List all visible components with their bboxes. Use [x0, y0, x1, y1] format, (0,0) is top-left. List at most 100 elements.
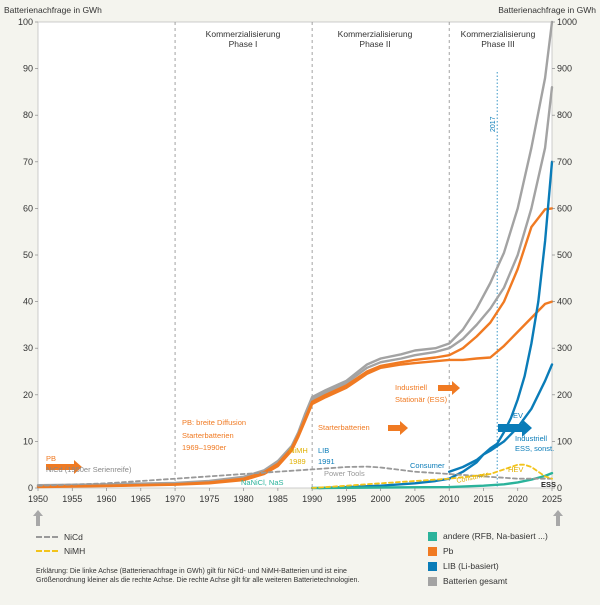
label-consumer-lib: Consumer — [410, 461, 445, 470]
x-tick-label: 2005 — [405, 494, 425, 504]
y-left-tick-label: 20 — [23, 390, 33, 400]
andere-legend-swatch — [428, 531, 437, 541]
y-right-tick-label: 400 — [557, 297, 572, 307]
legend-label-gesamt: Batterien gesamt — [443, 576, 508, 586]
series-line-0 — [36, 20, 554, 487]
y-left-tick-label: 100 — [18, 17, 33, 27]
y-left-axis-title: Batterienachfrage in GWh — [4, 5, 102, 15]
series-line-8 — [311, 463, 553, 489]
y-left-tick-label: 90 — [23, 64, 33, 74]
legend-item-pb: Pb — [428, 546, 453, 556]
y-left-tick-label: 30 — [23, 343, 33, 353]
marker-2017-label: 2017 — [490, 116, 497, 132]
series-line-3 — [36, 300, 554, 489]
x-tick-label: 1975 — [199, 494, 219, 504]
y-right-tick-label: 800 — [557, 110, 572, 120]
x-tick-label: 1965 — [131, 494, 151, 504]
y-left-tick-label: 10 — [23, 436, 33, 446]
legend-label-lib: LIB (Li-basiert) — [443, 561, 499, 571]
series-line-5 — [317, 363, 554, 490]
label-pb-diffusion-2: Starterbatterien — [182, 431, 234, 440]
industriell-ess-arrow-icon — [498, 419, 532, 437]
legend-item-nimh: NiMH — [36, 546, 85, 556]
y-right-tick-label: 0 — [557, 483, 562, 493]
series-line-6 — [310, 471, 554, 490]
label-lib-year: 1991 — [318, 457, 335, 466]
nimh-legend-swatch — [36, 550, 58, 552]
label-power-tools: Power Tools — [324, 469, 365, 478]
label-starterbatterien: Starterbatterien — [318, 423, 370, 432]
y-right-tick-label: 1000 — [557, 17, 577, 27]
label-nicd-1950: NiCd (1950er Serienreife) — [46, 465, 132, 474]
x-tick-label: 1985 — [268, 494, 288, 504]
phase-2-title: Kommerzialisierung — [338, 29, 413, 39]
label-lib: LIB — [318, 446, 329, 455]
label-nimh: NiMH — [289, 446, 308, 455]
y-right-tick-label: 700 — [557, 157, 572, 167]
plot-area — [37, 21, 553, 489]
pb-legend-swatch — [428, 546, 437, 556]
left-axis-arrow-icon — [33, 510, 43, 526]
series-line-2 — [36, 207, 554, 488]
legend-item-lib: LIB (Li-basiert) — [428, 561, 499, 571]
x-tick-label: 2025 — [542, 494, 562, 504]
y-left-tick-label: 40 — [23, 297, 33, 307]
phase-2-subtitle: Phase II — [359, 39, 390, 49]
y-right-tick-label: 900 — [557, 64, 572, 74]
y-right-tick-label: 100 — [557, 436, 572, 446]
y-right-tick-label: 500 — [557, 250, 572, 260]
y-right-tick-label: 200 — [557, 390, 572, 400]
nicd-legend-swatch — [36, 536, 58, 538]
x-tick-label: 1950 — [28, 494, 48, 504]
y-left-tick-label: 70 — [23, 157, 33, 167]
label-industriell-ess-1: Industriell — [515, 434, 547, 443]
x-tick-label: 2010 — [439, 494, 459, 504]
x-tick-label: 1960 — [97, 494, 117, 504]
legend-item-gesamt: Batterien gesamt — [428, 576, 507, 586]
right-axis-arrow-icon — [553, 510, 563, 526]
label-hev: HEV — [508, 465, 523, 474]
phase-1-subtitle: Phase I — [229, 39, 258, 49]
y-left-tick-label: 80 — [23, 110, 33, 120]
label-industriell-ess-2: ESS, sonst. — [515, 444, 554, 453]
x-tick-label: 1980 — [234, 494, 254, 504]
legend-label-andere: andere (RFB, Na-basiert ...) — [443, 531, 548, 541]
y-left-tick-label: 60 — [23, 203, 33, 213]
label-pb: PB — [46, 454, 56, 463]
x-tick-label: 1955 — [62, 494, 82, 504]
label-ev: EV — [513, 411, 523, 420]
legend-item-andere: andere (RFB, Na-basiert ...) — [428, 531, 548, 541]
y-left-tick-label: 0 — [28, 483, 33, 493]
legend-item-nicd: NiCd — [36, 532, 83, 542]
phase-3-subtitle: Phase III — [481, 39, 515, 49]
x-tick-label: 1990 — [302, 494, 322, 504]
legend-label-nicd: NiCd — [64, 532, 83, 542]
x-tick-label: 2015 — [473, 494, 493, 504]
y-right-tick-label: 300 — [557, 343, 572, 353]
phase-3-title: Kommerzialisierung — [461, 29, 536, 39]
y-right-tick-label: 600 — [557, 203, 572, 213]
label-nimh-year: 1989 — [289, 457, 306, 466]
x-tick-label: 2020 — [508, 494, 528, 504]
label-pb-diffusion-3: 1969–1990er — [182, 443, 227, 452]
phase-layer: 2017 — [174, 22, 498, 488]
label-nacl: NaNiCl, NaS — [241, 478, 284, 487]
y-left-tick-label: 50 — [23, 250, 33, 260]
label-pb-diffusion-1: PB: breite Diffusion — [182, 418, 246, 427]
legend-label-nimh: NiMH — [64, 546, 86, 556]
gesamt-legend-swatch — [428, 576, 437, 586]
x-tick-label: 1995 — [336, 494, 356, 504]
axis-layer: 0102030405060708090100010020030040050060… — [18, 17, 577, 504]
starter-arrow-icon — [388, 421, 408, 435]
label-ess: ESS — [541, 480, 556, 489]
pb-arrow-icon — [46, 460, 82, 474]
phase-1-title: Kommerzialisierung — [206, 29, 281, 39]
chart-note: Erklärung: Die linke Achse (Batterienach… — [36, 568, 360, 584]
legend-label-pb: Pb — [443, 546, 454, 556]
industriell-stationaer-arrow-icon — [438, 381, 460, 395]
x-tick-label: 1970 — [165, 494, 185, 504]
x-tick-label: 2000 — [371, 494, 391, 504]
series-line-7 — [37, 465, 553, 487]
